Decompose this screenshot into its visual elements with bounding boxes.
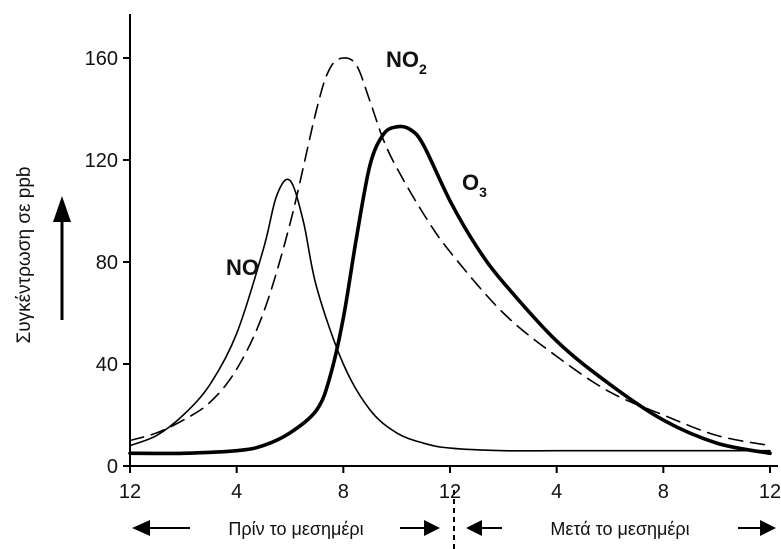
y-tick-label: 40: [96, 354, 118, 376]
label-no2-sub: 2: [419, 61, 427, 77]
before-noon-arrow-icon: [132, 520, 440, 536]
y-axis-arrow-icon: [53, 196, 71, 320]
before-noon-label: Πρίν το μεσημέρι: [228, 519, 363, 539]
y-axis-label: Συγκέντρωση σε ppb: [14, 166, 35, 343]
x-tick-label: 8: [338, 481, 349, 503]
after-noon-label: Μετά το μεσημέρι: [550, 519, 689, 539]
ticks: 0 40 80 120 160 12 4 8 12 4 8 12: [85, 48, 781, 503]
x-tick-label: 8: [658, 481, 669, 503]
label-no: NO: [226, 255, 259, 280]
series-line-2: [129, 57, 771, 447]
label-o3: O3: [462, 170, 487, 200]
after-noon-arrow-icon: [466, 520, 776, 536]
x-tick-label: 4: [231, 481, 242, 503]
y-tick-label: 120: [85, 150, 118, 172]
x-tick-label: 12: [759, 481, 781, 503]
label-no2: NO2: [386, 47, 427, 77]
series-line-3: [128, 124, 772, 456]
label-o3-sub: 3: [479, 184, 487, 200]
x-tick-label: 12: [119, 481, 141, 503]
axes: [129, 14, 778, 467]
label-no2-base: NO: [386, 47, 419, 72]
x-tick-label: 12: [439, 481, 461, 503]
y-tick-label: 160: [85, 48, 118, 70]
label-o3-base: O: [462, 170, 479, 195]
y-tick-label: 0: [107, 456, 118, 478]
series-layer: [128, 57, 772, 456]
y-tick-label: 80: [96, 252, 118, 274]
x-tick-label: 4: [551, 481, 562, 503]
series-line-1: [129, 178, 771, 452]
